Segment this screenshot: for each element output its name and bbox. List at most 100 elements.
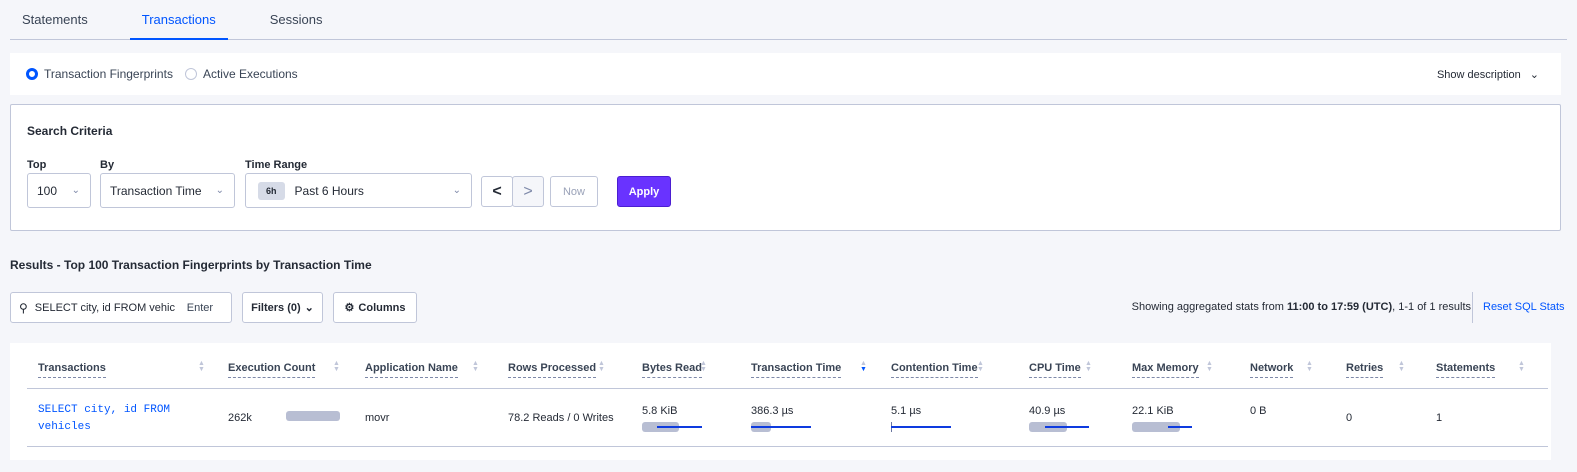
summary-suffix: , 1-1 of 1 results [1392,301,1471,313]
sort-icon[interactable]: ▲ ▼ [198,360,206,373]
column-header-application-name[interactable]: Application Name [365,362,458,378]
sort-desc-icon: ▼ [472,366,479,373]
sort-desc-icon: ▼ [977,366,984,373]
next-range-button[interactable]: > [512,176,544,207]
transaction-link[interactable]: SELECT city, id FROM vehicles [38,404,171,433]
column-header-execution-count[interactable]: Execution Count [228,362,316,378]
top-label: Top [27,159,47,171]
time-range-label: Time Range [245,159,308,171]
cell-execution-count: 262k [228,412,252,424]
sort-desc-icon: ▼ [1306,366,1313,373]
search-criteria-panel: Search Criteria Top 100 ⌄ By Transaction … [10,104,1561,231]
tab-transactions[interactable]: Transactions [129,0,228,40]
cell-cpu-time: 40.9 µs [1029,405,1066,417]
column-header-statements[interactable]: Statements [1436,362,1496,378]
bar-bytes-read [642,422,702,432]
cell-rows-processed: 78.2 Reads / 0 Writes [508,412,614,424]
tab-sessions[interactable]: Sessions [269,12,323,27]
time-range-select[interactable]: 6h Past 6 Hours ⌄ [245,173,472,208]
column-header-contention-time[interactable]: Contention Time [891,362,978,378]
top-select[interactable]: 100 ⌄ [27,173,91,208]
columns-button[interactable]: ⚙ Columns [333,292,417,323]
sort-icon[interactable]: ▲ ▼ [472,360,480,373]
chevron-down-icon: ⌄ [1529,68,1539,81]
cell-max-memory: 22.1 KiB [1132,405,1174,417]
divider [1472,292,1473,323]
sort-icon[interactable]: ▲ ▼ [700,360,708,373]
column-header-transaction-time[interactable]: Transaction Time [751,362,842,378]
sort-icon[interactable]: ▲ ▼ [1085,360,1093,373]
time-range-value: Past 6 Hours [294,183,364,198]
search-icon: ⚲ [19,300,28,315]
std-dev-line [891,426,951,428]
bar-execution-count [286,411,346,421]
std-dev-line [1045,426,1089,428]
sort-desc-icon: ▼ [333,366,340,373]
sort-icon[interactable]: ▲ ▼ [860,360,868,373]
bar-transaction-time [751,422,811,432]
by-value: Transaction Time [110,183,202,198]
by-select[interactable]: Transaction Time ⌄ [100,173,235,208]
search-value: SELECT city, id FROM vehicles W [34,301,175,314]
radio-unchecked-icon [184,68,197,80]
sort-asc-icon: ▲ [1518,360,1525,367]
column-header-bytes-read[interactable]: Bytes Read [642,362,702,378]
bar-contention-time [891,422,951,432]
sort-icon[interactable]: ▲ ▼ [1306,360,1314,373]
summary-range: 11:00 to 17:59 (UTC) [1286,301,1393,313]
show-description-label: Show description [1436,68,1521,81]
sort-icon[interactable]: ▲ ▼ [598,360,606,373]
column-header-network[interactable]: Network [1250,362,1294,378]
std-dev-line [751,426,811,428]
reset-sql-stats-link[interactable]: Reset SQL Stats [1483,301,1565,313]
column-header-cpu-time[interactable]: CPU Time [1029,362,1081,378]
cell-retries: 0 [1346,412,1353,424]
chevron-down-icon: ⌄ [304,302,314,314]
sort-icon[interactable]: ▲ ▼ [1398,360,1406,373]
filters-button[interactable]: Filters (0) ⌄ [242,292,323,323]
cell-bytes-read: 5.8 KiB [642,405,678,417]
show-description-toggle[interactable]: Show description ⌄ [1437,68,1539,81]
column-header-transactions[interactable]: Transactions [38,362,106,378]
now-button[interactable]: Now [550,176,598,207]
sort-icon[interactable]: ▲ ▼ [977,360,985,373]
radio-transaction-fingerprints[interactable]: Transaction Fingerprints [26,67,173,81]
sort-asc-icon: ▲ [333,360,340,367]
mean-bar [286,411,340,421]
search-enter-button[interactable]: Enter [186,301,214,314]
column-header-retries[interactable]: Retries [1346,362,1384,378]
cell-statements: 1 [1436,412,1443,424]
search-input[interactable]: ⚲ SELECT city, id FROM vehicles W Enter [10,292,232,323]
sort-desc-icon: ▼ [1398,366,1405,373]
results-title: Results - Top 100 Transaction Fingerprin… [10,258,372,272]
tab-statements[interactable]: Statements [22,12,88,27]
row-divider [27,446,1548,447]
sort-desc-icon: ▼ [198,366,205,373]
transactions-table: Transactions ▲ ▼ Execution Count ▲ ▼ Applicati… [10,343,1551,460]
radio-label: Transaction Fingerprints [44,67,173,81]
sort-asc-icon: ▲ [1306,360,1313,367]
sort-icon[interactable]: ▲ ▼ [1518,360,1526,373]
radio-active-executions[interactable]: Active Executions [184,67,298,81]
sort-desc-icon: ▼ [860,366,867,373]
column-header-rows-processed[interactable]: Rows Processed [508,362,597,378]
std-dev-line [1168,426,1192,428]
by-label: By [100,159,115,171]
apply-button[interactable]: Apply [617,176,671,207]
sort-asc-icon: ▲ [1206,360,1213,367]
sort-asc-icon: ▲ [1085,360,1092,367]
cell-network: 0 B [1250,405,1267,417]
cell-contention-time: 5.1 µs [891,405,922,417]
sort-icon[interactable]: ▲ ▼ [1206,360,1214,373]
mean-bar [1132,422,1180,432]
sort-icon[interactable]: ▲ ▼ [333,360,341,373]
columns-label: Columns [358,301,406,314]
chevron-down-icon: ⌄ [215,185,224,196]
std-dev-line [657,426,702,428]
previous-range-button[interactable]: < [481,176,513,207]
column-header-max-memory[interactable]: Max Memory [1132,362,1199,378]
results-summary: Showing aggregated stats from 11:00 to 1… [1132,301,1471,313]
cell-transaction-time: 386.3 µs [751,405,794,417]
cell-application-name: movr [365,412,390,424]
sort-asc-icon: ▲ [977,360,984,367]
